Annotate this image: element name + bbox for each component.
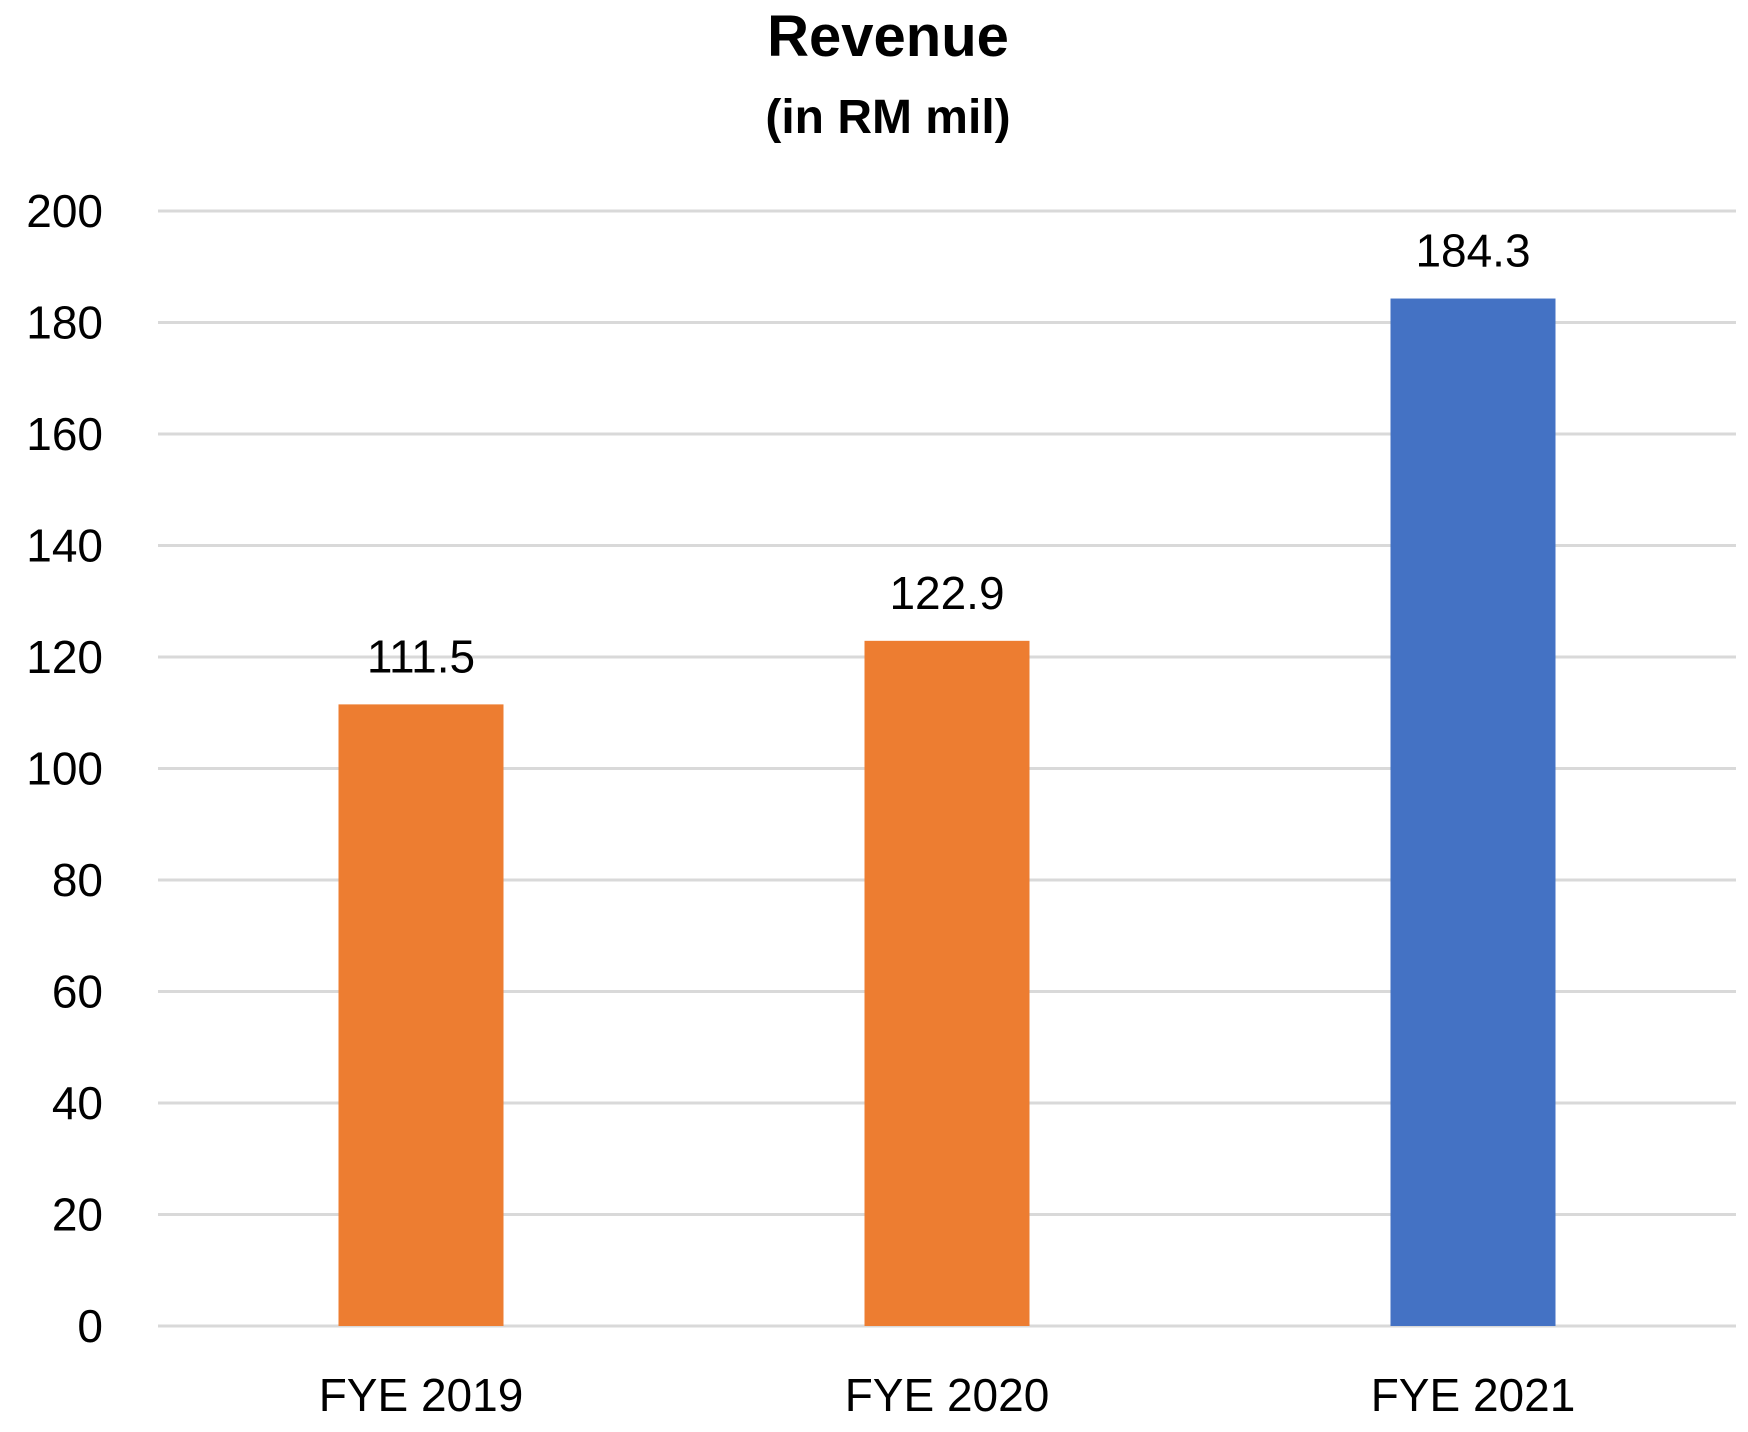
y-tick-label: 0: [77, 1300, 103, 1352]
chart-title: Revenue: [767, 4, 1009, 69]
y-tick-label: 100: [26, 743, 103, 795]
bars: [338, 298, 1556, 1327]
x-axis-category-labels: FYE 2019 FYE 2020 FYE 2021: [319, 1369, 1576, 1421]
data-labels: 111.5 122.9 184.3: [367, 225, 1531, 683]
y-tick-label: 40: [52, 1077, 103, 1129]
y-tick-label: 60: [52, 966, 103, 1018]
y-tick-label: 160: [26, 408, 103, 460]
bar: [864, 640, 1030, 1326]
bar: [338, 704, 504, 1326]
y-tick-label: 80: [52, 854, 103, 906]
data-label: 122.9: [889, 567, 1004, 619]
y-tick-label: 20: [52, 1189, 103, 1241]
y-tick-label: 200: [26, 185, 103, 237]
y-axis-tick-labels: 0 20 40 60 80 100 120 140 160 180 200: [26, 185, 103, 1352]
chart-subtitle: (in RM mil): [765, 91, 1010, 144]
y-tick-label: 120: [26, 631, 103, 683]
data-label: 111.5: [367, 630, 475, 682]
data-label: 184.3: [1415, 225, 1530, 277]
y-tick-label: 180: [26, 297, 103, 349]
bar: [1390, 298, 1556, 1327]
y-tick-label: 140: [26, 520, 103, 572]
x-category-label: FYE 2019: [319, 1369, 524, 1421]
x-category-label: FYE 2021: [1371, 1369, 1576, 1421]
x-category-label: FYE 2020: [845, 1369, 1050, 1421]
